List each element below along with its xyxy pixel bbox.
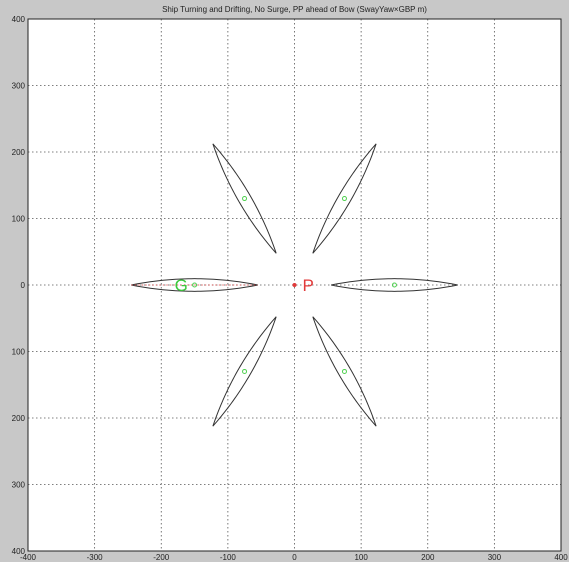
x-tick-label: 200 bbox=[421, 553, 435, 562]
cg-label: G bbox=[175, 276, 188, 295]
ship-lower-left-hull bbox=[212, 316, 277, 427]
x-tick-label: -200 bbox=[153, 553, 170, 562]
chart-title: Ship Turning and Drifting, No Surge, PP … bbox=[162, 5, 427, 14]
ship-lower-right-hull bbox=[312, 316, 377, 427]
x-tick-label: -400 bbox=[20, 553, 37, 562]
y-tick-label: 0 bbox=[21, 281, 26, 290]
ship-red-hull bbox=[131, 278, 258, 292]
ship-right-cg-marker bbox=[391, 282, 397, 288]
ship-upper-right-cg-marker bbox=[341, 196, 347, 202]
ship-right-hull bbox=[331, 278, 458, 292]
ship-lower-left-cg-marker bbox=[242, 368, 248, 374]
x-tick-label: 400 bbox=[554, 553, 568, 562]
grid-lines bbox=[28, 19, 561, 551]
x-tick-label: -100 bbox=[220, 553, 237, 562]
ship-upper-left-cg-marker bbox=[242, 196, 248, 202]
ship-red-cg-marker bbox=[192, 282, 198, 288]
ship-outlines bbox=[131, 143, 458, 427]
x-tick-labels: -400 -300 -200 -100 0 100 200 300 400 bbox=[20, 553, 568, 562]
y-tick-label: 100 bbox=[12, 348, 26, 357]
x-tick-label: 100 bbox=[354, 553, 368, 562]
ship-upper-left-hull bbox=[212, 143, 277, 254]
ship-upper-right-hull bbox=[312, 143, 377, 254]
y-tick-label: 100 bbox=[12, 215, 26, 224]
y-tick-labels: 400 300 200 100 0 100 200 300 400 bbox=[12, 15, 26, 556]
pivot-point-marker bbox=[292, 283, 297, 287]
x-tick-label: 300 bbox=[488, 553, 502, 562]
pivot-point-label: P bbox=[303, 276, 314, 295]
plot-frame bbox=[27, 18, 562, 552]
x-tick-label: -300 bbox=[87, 553, 104, 562]
y-tick-label: 200 bbox=[12, 414, 26, 423]
y-tick-label: 400 bbox=[12, 15, 26, 24]
point-markers: PG bbox=[175, 276, 314, 295]
y-tick-label: 400 bbox=[12, 547, 26, 556]
y-tick-label: 300 bbox=[12, 481, 26, 490]
y-tick-label: 200 bbox=[12, 148, 26, 157]
y-tick-label: 300 bbox=[12, 82, 26, 91]
x-tick-label: 0 bbox=[292, 553, 297, 562]
ship-lower-right-cg-marker bbox=[341, 368, 347, 374]
